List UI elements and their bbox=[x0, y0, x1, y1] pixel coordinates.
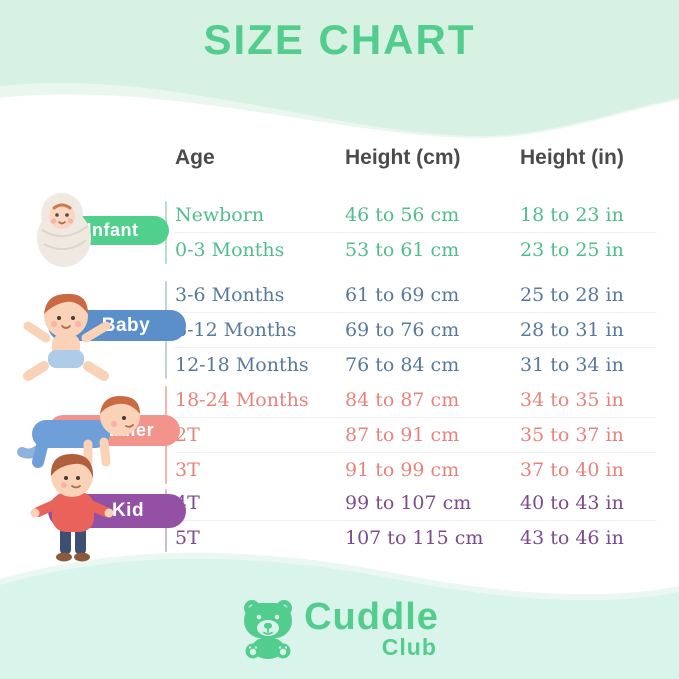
brand-subname: Club bbox=[381, 633, 437, 660]
brand-name: Cuddle bbox=[304, 596, 439, 638]
age-cell: 0-3 Months bbox=[175, 239, 285, 261]
height-in-cell: 35 to 37 in bbox=[520, 424, 624, 446]
page-title: SIZE CHART bbox=[203, 16, 476, 63]
height-in-cell: 28 to 31 in bbox=[520, 319, 624, 341]
table-row: Newborn 46 to 56 cm 18 to 23 in bbox=[175, 198, 657, 232]
height-cm-cell: 87 to 91 cm bbox=[345, 424, 460, 446]
age-cell: 2T bbox=[175, 424, 200, 446]
group-toddler: 18-24 Months 84 to 87 cm 34 to 35 in 2T … bbox=[165, 383, 657, 487]
height-in-cell: 23 to 25 in bbox=[520, 239, 624, 261]
height-in-cell: 31 to 34 in bbox=[520, 354, 624, 376]
age-cell: Newborn bbox=[175, 204, 265, 226]
height-cm-cell: 91 to 99 cm bbox=[345, 459, 460, 481]
col-header-age: Age bbox=[175, 146, 215, 169]
height-cm-cell: 53 to 61 cm bbox=[345, 239, 460, 261]
height-in-cell: 34 to 35 in bbox=[520, 389, 624, 411]
table-row: 3-6 Months 61 to 69 cm 25 to 28 in bbox=[175, 278, 657, 312]
age-cell: 3T bbox=[175, 459, 200, 481]
group-baby: 3-6 Months 61 to 69 cm 25 to 28 in 6-12 … bbox=[165, 278, 657, 382]
kid-illustration bbox=[30, 454, 114, 562]
brand-logo: Cuddle Club bbox=[0, 596, 679, 661]
table-header: Age Height (cm) Height (in) bbox=[175, 146, 657, 170]
height-cm-cell: 69 to 76 cm bbox=[345, 319, 460, 341]
age-cell: 18-24 Months bbox=[175, 389, 309, 411]
toddler-illustration bbox=[17, 396, 140, 468]
table-row: 6-12 Months 69 to 76 cm 28 to 31 in bbox=[175, 312, 657, 347]
table-row: 5T 107 to 115 cm 43 to 46 in bbox=[175, 520, 657, 555]
col-header-height-in: Height (in) bbox=[520, 146, 624, 169]
height-cm-cell: 99 to 107 cm bbox=[345, 492, 472, 514]
table-row: 2T 87 to 91 cm 35 to 37 in bbox=[175, 417, 657, 452]
pill-text: Kid bbox=[111, 500, 145, 521]
age-cell: 5T bbox=[175, 527, 200, 549]
table-row: 18-24 Months 84 to 87 cm 34 to 35 in bbox=[175, 383, 657, 417]
height-in-cell: 25 to 28 in bbox=[520, 284, 624, 306]
height-cm-cell: 61 to 69 cm bbox=[345, 284, 460, 306]
age-cell: 3-6 Months bbox=[175, 284, 285, 306]
height-cm-cell: 107 to 115 cm bbox=[345, 527, 484, 549]
height-cm-cell: 46 to 56 cm bbox=[345, 204, 460, 226]
height-in-cell: 18 to 23 in bbox=[520, 204, 624, 226]
group-kid: 4T 99 to 107 cm 40 to 43 in 5T 107 to 11… bbox=[165, 486, 657, 555]
pill-text: Infant bbox=[86, 220, 139, 240]
infant-illustration bbox=[37, 193, 91, 267]
baby-illustration bbox=[23, 293, 111, 381]
height-cm-cell: 84 to 87 cm bbox=[345, 389, 460, 411]
age-cell: 6-12 Months bbox=[175, 319, 297, 341]
col-header-height-cm: Height (cm) bbox=[345, 146, 461, 169]
teddy-bear-icon bbox=[244, 600, 293, 659]
age-cell: 12-18 Months bbox=[175, 354, 309, 376]
group-infant: Newborn 46 to 56 cm 18 to 23 in 0-3 Mont… bbox=[165, 198, 657, 267]
table-row: 3T 91 to 99 cm 37 to 40 in bbox=[175, 452, 657, 487]
height-in-cell: 37 to 40 in bbox=[520, 459, 624, 481]
table-row: 0-3 Months 53 to 61 cm 23 to 25 in bbox=[175, 232, 657, 267]
table-row: 12-18 Months 76 to 84 cm 31 to 34 in bbox=[175, 347, 657, 382]
height-cm-cell: 76 to 84 cm bbox=[345, 354, 460, 376]
height-in-cell: 40 to 43 in bbox=[520, 492, 624, 514]
table-row: 4T 99 to 107 cm 40 to 43 in bbox=[175, 486, 657, 520]
pill-text: Baby bbox=[101, 314, 151, 336]
height-in-cell: 43 to 46 in bbox=[520, 527, 624, 549]
age-cell: 4T bbox=[175, 492, 200, 514]
